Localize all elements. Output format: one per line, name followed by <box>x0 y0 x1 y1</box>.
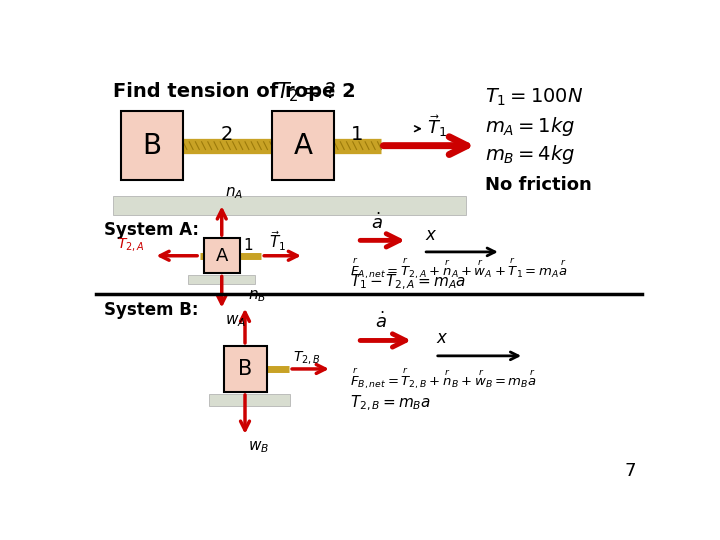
Text: $m_A = 1kg$: $m_A = 1kg$ <box>485 115 575 138</box>
Text: $\vec{T}_1$: $\vec{T}_1$ <box>427 113 447 139</box>
Text: $T_1-T_{2,A}=m_A a$: $T_1-T_{2,A}=m_A a$ <box>350 273 466 292</box>
Text: $T_2 = ?$: $T_2 = ?$ <box>276 80 336 104</box>
Text: $w_B$: $w_B$ <box>248 440 269 456</box>
Text: $\overset{r}{F}_{B,net}=\overset{r}{T}_{2,B}+\overset{r}{n}_B+\overset{r}{w}_B=m: $\overset{r}{F}_{B,net}=\overset{r}{T}_{… <box>350 367 536 391</box>
Text: $\dot{a}$: $\dot{a}$ <box>371 212 382 233</box>
Bar <box>121 111 183 180</box>
Text: $T_{2,B}=m_B a$: $T_{2,B}=m_B a$ <box>350 394 431 413</box>
Text: Find tension of rope 2: Find tension of rope 2 <box>113 82 356 101</box>
Bar <box>224 346 266 392</box>
Text: B: B <box>143 132 161 160</box>
Text: $n_B$: $n_B$ <box>248 288 266 303</box>
Text: $n_A$: $n_A$ <box>225 185 243 201</box>
Text: $T_{2,B}$: $T_{2,B}$ <box>293 349 321 366</box>
Text: $x$: $x$ <box>425 226 437 244</box>
Text: $m_B = 4kg$: $m_B = 4kg$ <box>485 143 575 166</box>
Bar <box>189 275 255 284</box>
Text: $x$: $x$ <box>436 329 449 347</box>
Text: $w_A$: $w_A$ <box>225 314 246 329</box>
Text: System B:: System B: <box>104 301 199 319</box>
Bar <box>272 111 334 180</box>
Text: $\dot{a}$: $\dot{a}$ <box>374 312 387 332</box>
Bar <box>209 394 290 406</box>
Text: 1: 1 <box>243 239 253 253</box>
Text: A: A <box>215 247 228 265</box>
Text: B: B <box>238 359 252 379</box>
Text: 1: 1 <box>351 125 364 144</box>
Text: $T_{2,A}$: $T_{2,A}$ <box>117 237 144 253</box>
Text: $\overset{r}{F}_{A,net}=\overset{r}{T}_{2,A}+\overset{r}{n}_A+\overset{r}{w}_A+\: $\overset{r}{F}_{A,net}=\overset{r}{T}_{… <box>350 256 567 281</box>
Text: $\vec{T}_1$: $\vec{T}_1$ <box>269 230 287 253</box>
Text: $T_1 = 100N$: $T_1 = 100N$ <box>485 86 584 107</box>
Text: No friction: No friction <box>485 177 592 194</box>
Text: A: A <box>294 132 312 160</box>
Text: 2: 2 <box>221 125 233 144</box>
Text: 7: 7 <box>625 462 636 481</box>
Bar <box>113 195 466 215</box>
Text: System A:: System A: <box>104 221 199 239</box>
Bar <box>204 238 240 273</box>
